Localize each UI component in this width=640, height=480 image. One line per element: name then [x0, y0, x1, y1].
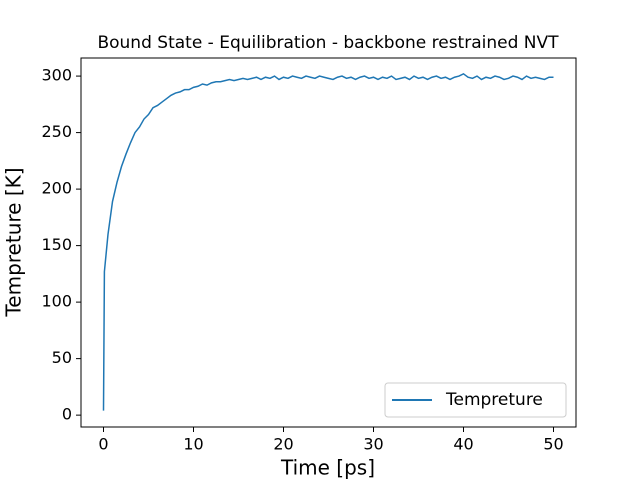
- y-tick-label: 250: [41, 122, 72, 141]
- y-axis-label: Tempreture [K]: [2, 167, 26, 317]
- y-tick-label: 300: [41, 66, 72, 85]
- x-tick-label: 10: [183, 435, 203, 454]
- y-tick-label: 200: [41, 179, 72, 198]
- data-line: [102, 72, 554, 411]
- x-tick-label: 20: [273, 435, 293, 454]
- chart-title: Bound State - Equilibration - backbone r…: [97, 33, 559, 53]
- x-axis-label: Time [ps]: [280, 456, 375, 480]
- plot-frame: [80, 57, 577, 428]
- legend-box: [384, 382, 567, 418]
- y-tick-label: 50: [52, 348, 72, 367]
- legend-label: Tempreture: [445, 390, 543, 410]
- x-tick-label: 50: [543, 435, 563, 454]
- x-tick-label: 40: [453, 435, 473, 454]
- y-tick-label: 0: [62, 405, 72, 424]
- x-tick-label: 30: [363, 435, 383, 454]
- y-tick-label: 150: [41, 235, 72, 254]
- x-tick-label: 0: [98, 435, 108, 454]
- y-tick-label: 100: [41, 292, 72, 311]
